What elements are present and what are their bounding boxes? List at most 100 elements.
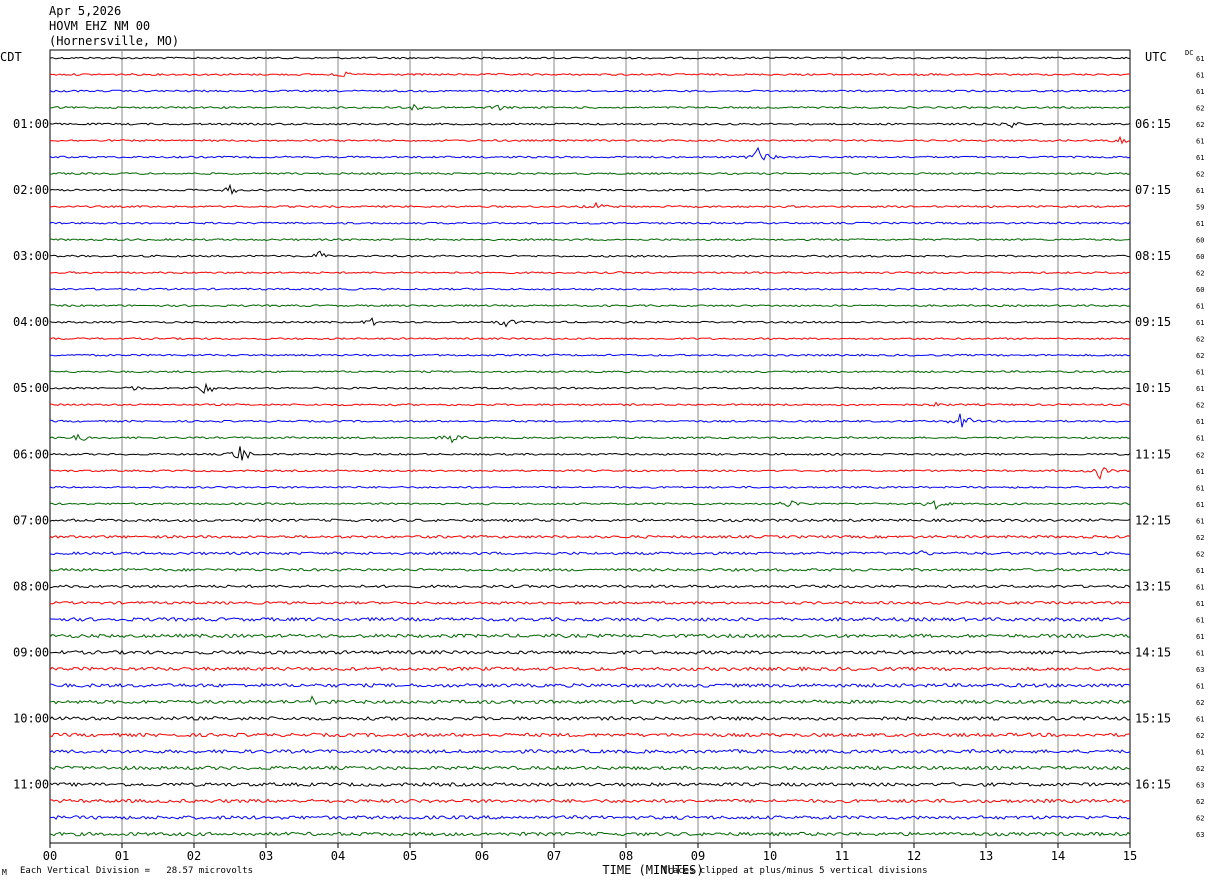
dc-offset-label: 61	[1196, 319, 1204, 327]
dc-offset-label: 62	[1196, 814, 1204, 822]
dc-offset-label: 61	[1196, 484, 1204, 492]
dc-offset-label: 61	[1196, 633, 1204, 641]
dc-offset-label: 62	[1196, 550, 1204, 558]
x-tick-label: 07	[547, 849, 561, 863]
seismic-trace	[49, 616, 1130, 622]
dc-offset-label: 62	[1196, 352, 1204, 360]
clipping-note: Traces clipped at plus/minus 5 vertical …	[662, 866, 928, 876]
x-tick-label: 06	[475, 849, 489, 863]
utc-hour-label: 07:15	[1135, 183, 1171, 197]
cdt-hour-label: 04:00	[13, 315, 49, 329]
dc-offset-label: 61	[1196, 88, 1204, 96]
dc-offset-label: 62	[1196, 732, 1204, 740]
x-tick-label: 14	[1051, 849, 1065, 863]
dc-offset-label: 60	[1196, 286, 1204, 294]
seismic-trace	[49, 287, 1131, 291]
x-tick-label: 09	[691, 849, 705, 863]
x-tick-label: 12	[907, 849, 921, 863]
dc-offset-label: 62	[1196, 105, 1204, 113]
right-timezone-label: UTC	[1145, 50, 1167, 64]
dc-offset-label: 61	[1196, 649, 1204, 657]
dc-offset-label: 62	[1196, 336, 1204, 344]
x-tick-label: 01	[115, 849, 129, 863]
dc-offset-label: 61	[1196, 369, 1204, 377]
plot-date: Apr 5,2026	[49, 4, 122, 18]
seismic-trace	[49, 122, 1131, 129]
seismic-trace	[49, 221, 1131, 225]
seismic-trace	[49, 682, 1131, 688]
cdt-hour-label: 11:00	[13, 777, 49, 791]
x-tick-label: 13	[979, 849, 993, 863]
seismic-trace	[49, 550, 1131, 556]
dc-offset-label: 61	[1196, 501, 1204, 509]
seismic-trace	[49, 600, 1131, 605]
x-tick-label: 02	[187, 849, 201, 863]
x-tick-label: 10	[763, 849, 777, 863]
left-timezone-label: CDT	[0, 50, 22, 64]
dc-offset-label: 63	[1196, 831, 1204, 839]
utc-hour-label: 13:15	[1135, 579, 1171, 593]
utc-hour-label: 11:15	[1135, 447, 1171, 461]
dc-offset-label: 59	[1196, 204, 1204, 212]
seismic-trace	[49, 172, 1131, 176]
x-axis-label: TIME (MINUTES)	[602, 863, 703, 877]
cdt-hour-label: 10:00	[13, 711, 49, 725]
dc-offset-label: 62	[1196, 121, 1204, 129]
seismic-trace	[49, 337, 1131, 341]
seismic-trace	[50, 353, 1131, 357]
dc-offset-label: 62	[1196, 270, 1204, 278]
seismic-trace	[49, 413, 1131, 428]
utc-hour-label: 08:15	[1135, 249, 1171, 263]
dc-header: DC	[1185, 49, 1194, 57]
x-tick-label: 08	[619, 849, 633, 863]
dc-offset-label: 62	[1196, 171, 1204, 179]
cdt-hour-label: 07:00	[13, 513, 49, 527]
dc-offset-label: 61	[1196, 385, 1204, 393]
dc-offset-label: 61	[1196, 600, 1204, 608]
seismic-trace	[49, 814, 1131, 820]
seismic-trace	[49, 567, 1131, 572]
dc-offset-label: 62	[1196, 534, 1204, 542]
seismic-trace	[49, 715, 1131, 722]
seismic-trace	[49, 781, 1131, 788]
x-tick-label: 04	[331, 849, 345, 863]
dc-offset-label: 61	[1196, 567, 1204, 575]
seismic-trace	[49, 534, 1131, 539]
dc-offset-label: 61	[1196, 468, 1204, 476]
cdt-hour-label: 01:00	[13, 117, 49, 131]
utc-hour-label: 10:15	[1135, 381, 1171, 395]
utc-hour-label: 16:15	[1135, 777, 1171, 791]
cdt-hour-label: 08:00	[13, 579, 49, 593]
dc-offset-label: 61	[1196, 748, 1204, 756]
dc-offset-label: 61	[1196, 72, 1204, 80]
x-tick-label: 15	[1123, 849, 1137, 863]
dc-offset-label: 61	[1196, 55, 1204, 63]
seismic-trace	[49, 238, 1131, 242]
seismic-trace	[49, 183, 1131, 196]
seismic-trace	[49, 304, 1131, 308]
seismic-trace	[49, 467, 1131, 480]
utc-hour-label: 12:15	[1135, 513, 1171, 527]
seismic-trace	[49, 831, 1131, 837]
seismic-trace	[49, 666, 1130, 672]
plot-frame	[49, 49, 1131, 844]
vertical-division-note: Each Vertical Division = 28.57 microvolt…	[20, 866, 253, 876]
dc-offset-label: 62	[1196, 765, 1204, 773]
dc-offset-label: 61	[1196, 303, 1204, 311]
seismic-trace	[50, 135, 1131, 145]
x-tick-label: 05	[403, 849, 417, 863]
dc-offset-label: 61	[1196, 138, 1204, 146]
seismic-trace	[49, 56, 1131, 60]
seismic-trace	[49, 798, 1131, 804]
seismic-trace	[49, 146, 1131, 161]
cdt-hour-label: 05:00	[13, 381, 49, 395]
seismic-trace	[49, 103, 1131, 111]
cdt-hour-label: 02:00	[13, 183, 49, 197]
seismic-trace	[49, 633, 1131, 639]
x-tick-label: 00	[43, 849, 57, 863]
utc-hour-label: 09:15	[1135, 315, 1171, 329]
dc-offset-label: 62	[1196, 402, 1204, 410]
dc-offset-label: 61	[1196, 418, 1204, 426]
seismic-trace	[49, 271, 1131, 275]
